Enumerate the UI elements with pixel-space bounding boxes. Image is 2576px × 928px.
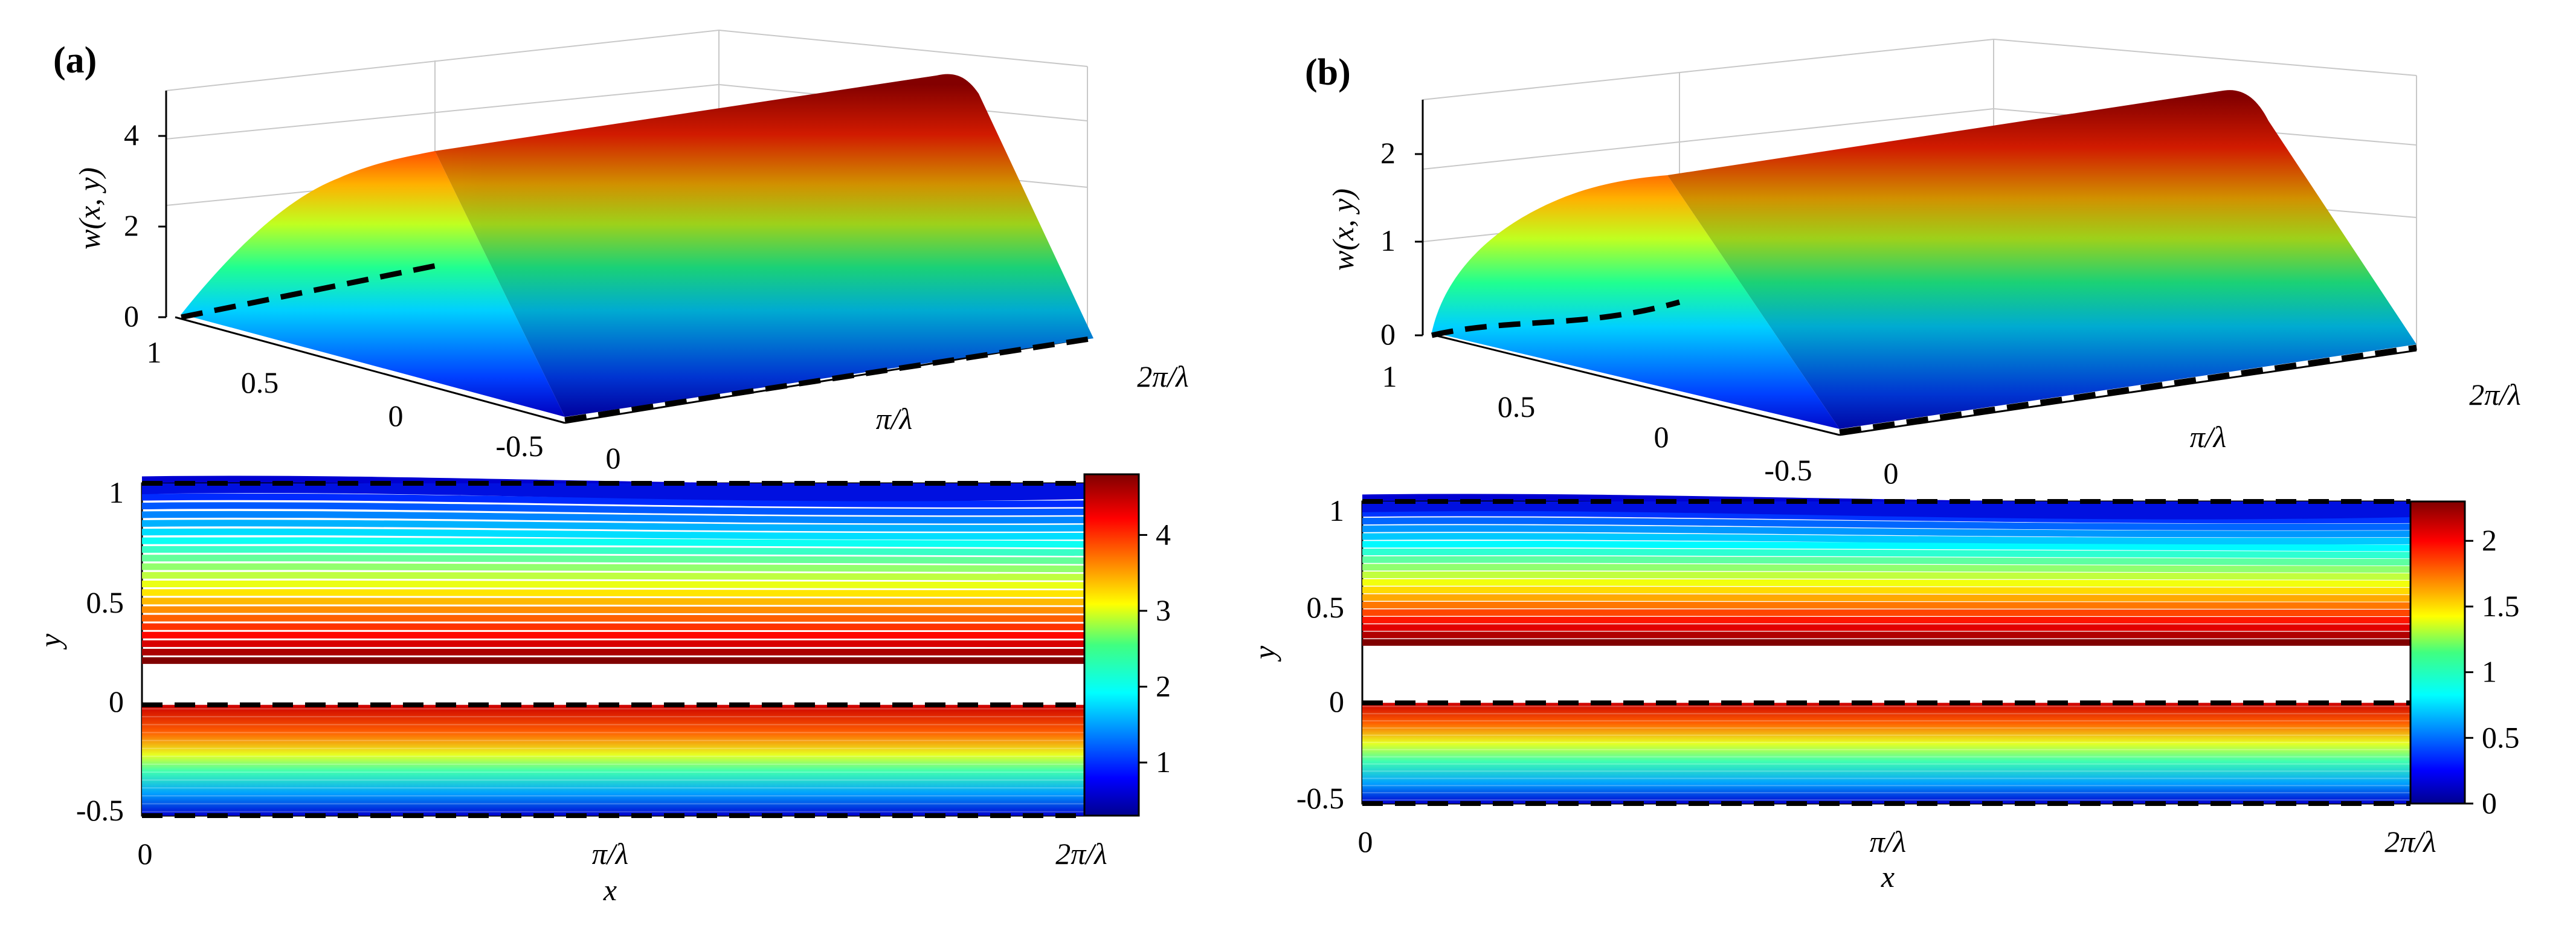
y-tick-b-1: 0.5: [1498, 390, 1536, 424]
contour-line: [1362, 571, 2411, 581]
contour-line: [1362, 525, 2411, 538]
contour-line: [1362, 509, 2411, 524]
z-tick-b-0: 0: [1380, 317, 1396, 351]
contour-line: [1362, 564, 2411, 573]
colorbar-a: [1083, 473, 1140, 817]
colorbar-tick-label: 1: [2482, 655, 2497, 689]
contour-line: [1362, 586, 2411, 594]
x-axis-label-cb: x: [1881, 860, 1895, 894]
z-tick-b-2: 2: [1380, 136, 1396, 170]
x-tick-cb-1: π/λ: [1870, 825, 1907, 859]
contour-line: [141, 572, 1085, 581]
contour-line: [141, 614, 1085, 622]
x-tick-ca-1: π/λ: [592, 837, 629, 871]
contour-wall-fill: [142, 483, 1084, 501]
contour-line: [1362, 548, 2411, 559]
y-tick-cb-0: 1: [1329, 494, 1344, 527]
colorbar-tick-label: 2: [2482, 523, 2497, 557]
surface-3d-b: 0 1 2 w(x, y) 1 0.5 0 -0.5 0 π/λ 2π/λ: [1326, 38, 2521, 490]
y-tick-a-2: 0: [388, 399, 404, 433]
y-axis-label-ca: y: [33, 633, 67, 650]
contour-line: [141, 493, 1085, 507]
contour-line: [141, 546, 1085, 556]
contour-line: [1362, 533, 2411, 545]
z-tick-a-1: 2: [124, 208, 139, 242]
panel-label-a: (a): [53, 40, 97, 81]
z-tick-a-2: 4: [124, 118, 139, 152]
y-axis-label-cb: y: [1248, 645, 1281, 662]
y-tick-ca-1: 0.5: [86, 585, 124, 619]
y-tick-b-2: 0: [1654, 420, 1669, 454]
y-tick-ca-3: -0.5: [76, 793, 124, 827]
y-tick-cb-3: -0.5: [1296, 781, 1344, 815]
contour-line: [1362, 517, 2411, 530]
colorbar-tick-label: 2: [1156, 669, 1171, 703]
x-axis-label-ca: x: [603, 873, 617, 907]
x-tick-b-2: 2π/λ: [2469, 378, 2521, 411]
contour-line: [141, 580, 1085, 589]
y-tick-a-0: 1: [147, 335, 162, 369]
contour-plot-b: 1 0.5 0 -0.5 y 0 π/λ 2π/λ x 0 0.5 1 1.5 2: [1248, 494, 2520, 894]
x-tick-cb-0: 0: [1358, 825, 1373, 859]
contour-line: [141, 537, 1085, 548]
x-tick-a-0: 0: [606, 441, 621, 475]
y-tick-b-3: -0.5: [1764, 453, 1812, 487]
contour-line: [1362, 579, 2411, 587]
contour-line: [141, 563, 1085, 573]
colorbar-tick-label: 1.5: [2482, 589, 2520, 623]
colorbar-tick-label: 1: [1156, 745, 1171, 779]
x-tick-a-2: 2π/λ: [1137, 359, 1189, 393]
y-tick-ca-0: 1: [109, 475, 124, 509]
contour-line: [141, 520, 1085, 532]
z-axis-label-b: w(x, y): [1326, 188, 1360, 271]
contour-line: [1362, 556, 2411, 566]
colorbar-tick-label: 0: [2482, 786, 2497, 820]
y-tick-a-1: 0.5: [241, 366, 279, 399]
x-tick-b-0: 0: [1884, 456, 1899, 490]
x-tick-a-1: π/λ: [876, 402, 913, 436]
y-tick-cb-1: 0.5: [1307, 590, 1345, 624]
contour-line: [141, 502, 1085, 516]
y-tick-b-0: 1: [1382, 359, 1397, 393]
z-axis-label-a: w(x, y): [72, 167, 106, 250]
contour-line: [141, 511, 1085, 524]
contour-plot-a: 1 0.5 0 -0.5 y 0 π/λ 2π/λ x 1 2 3 4: [33, 473, 1171, 907]
contour-line: [141, 554, 1085, 564]
panel-label-b: (b): [1305, 52, 1351, 93]
contour-line: [141, 598, 1085, 605]
colorbar-tick-label: 3: [1156, 593, 1171, 627]
y-tick-a-3: -0.5: [495, 429, 543, 463]
colorbar-b: [2409, 500, 2466, 805]
contour-wall-fill: [1362, 501, 2410, 520]
x-tick-cb-2: 2π/λ: [2384, 825, 2436, 859]
colorbar-tick-label: 4: [1156, 517, 1171, 551]
y-tick-ca-2: 0: [109, 685, 124, 718]
contour-lower-band: [1362, 703, 2410, 804]
colorbar-tick-label: 0.5: [2482, 720, 2520, 754]
contour-lower-band: [142, 704, 1084, 816]
z-tick-a-0: 0: [124, 299, 139, 333]
contour-line: [141, 528, 1085, 540]
contour-line: [141, 589, 1085, 598]
x-tick-ca-2: 2π/λ: [1055, 837, 1107, 871]
x-tick-ca-0: 0: [138, 837, 153, 871]
z-tick-b-1: 1: [1380, 224, 1396, 257]
y-tick-cb-2: 0: [1329, 685, 1344, 718]
contour-line: [1362, 540, 2411, 552]
x-tick-b-1: π/λ: [2190, 420, 2227, 454]
surface-3d-a: 0 2 4 w(x, y) 1 0.5 0 -0.5 0 π/λ 2π/λ: [72, 29, 1189, 475]
